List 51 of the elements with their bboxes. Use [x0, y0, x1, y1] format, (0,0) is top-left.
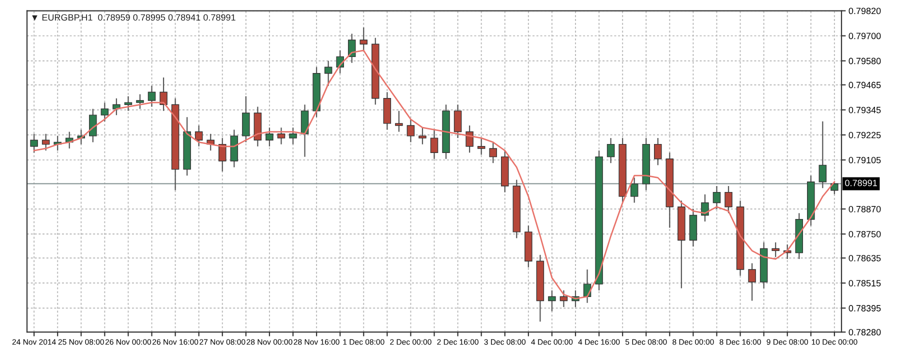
ref-line-label: 0.78991: [845, 180, 877, 186]
candlestick: [418, 127, 426, 145]
candlestick: [701, 194, 709, 222]
candlestick: [454, 104, 462, 139]
y-tick-label: 0.78870: [848, 206, 881, 212]
y-tick-label: 0.79225: [848, 132, 881, 138]
y-tick-label: 0.79345: [848, 106, 881, 114]
candlestick: [654, 137, 662, 166]
candlestick: [477, 137, 486, 156]
candlestick: [266, 127, 274, 147]
candlestick: [548, 290, 556, 312]
candlestick: [242, 96, 250, 143]
y-tick-label: 0.79465: [848, 82, 881, 88]
candlestick: [712, 185, 721, 210]
y-tick-label: 0.79580: [848, 58, 881, 64]
y-tick-label: 0.78395: [848, 305, 881, 312]
candlestick: [160, 76, 168, 112]
candlestick: [748, 262, 756, 302]
candlestick: [136, 94, 144, 110]
candlestick: [772, 242, 780, 258]
candlestick: [30, 133, 38, 154]
candlestick: [606, 137, 615, 164]
chart-title: ▼ EURGBP,H1 0.78959 0.78995 0.78941 0.78991: [32, 14, 236, 22]
candlestick: [830, 182, 838, 195]
candlestick: [289, 127, 297, 145]
y-tick-label: 0.78750: [848, 230, 881, 238]
candlestick: [218, 137, 226, 172]
candlestick: [324, 60, 332, 86]
y-tick-label: 0.79820: [848, 8, 881, 14]
candlestick: [489, 142, 497, 164]
candlestick: [89, 108, 97, 143]
y-tick-label: 0.78280: [848, 329, 881, 336]
candlestick: [818, 120, 827, 189]
candlestick: [194, 124, 203, 147]
candlestick: [42, 133, 50, 152]
y-tick-label: 0.79700: [848, 32, 881, 40]
candlestick: [724, 185, 732, 214]
candlestick: [100, 102, 109, 122]
candlestick: [430, 129, 438, 160]
candlestick: [406, 118, 415, 143]
candlestick: [360, 26, 368, 51]
candlestick: [630, 177, 638, 204]
candlestick: [124, 96, 132, 112]
candlestick: [395, 110, 403, 132]
y-tick-label: 0.78635: [848, 254, 881, 262]
candlestick: [560, 290, 568, 308]
candlestick: [466, 124, 474, 154]
candlestick: [277, 127, 286, 145]
y-tick-label: 0.78515: [848, 280, 881, 286]
candlestick: [148, 85, 156, 108]
y-tick-label: 0.79105: [848, 156, 881, 164]
